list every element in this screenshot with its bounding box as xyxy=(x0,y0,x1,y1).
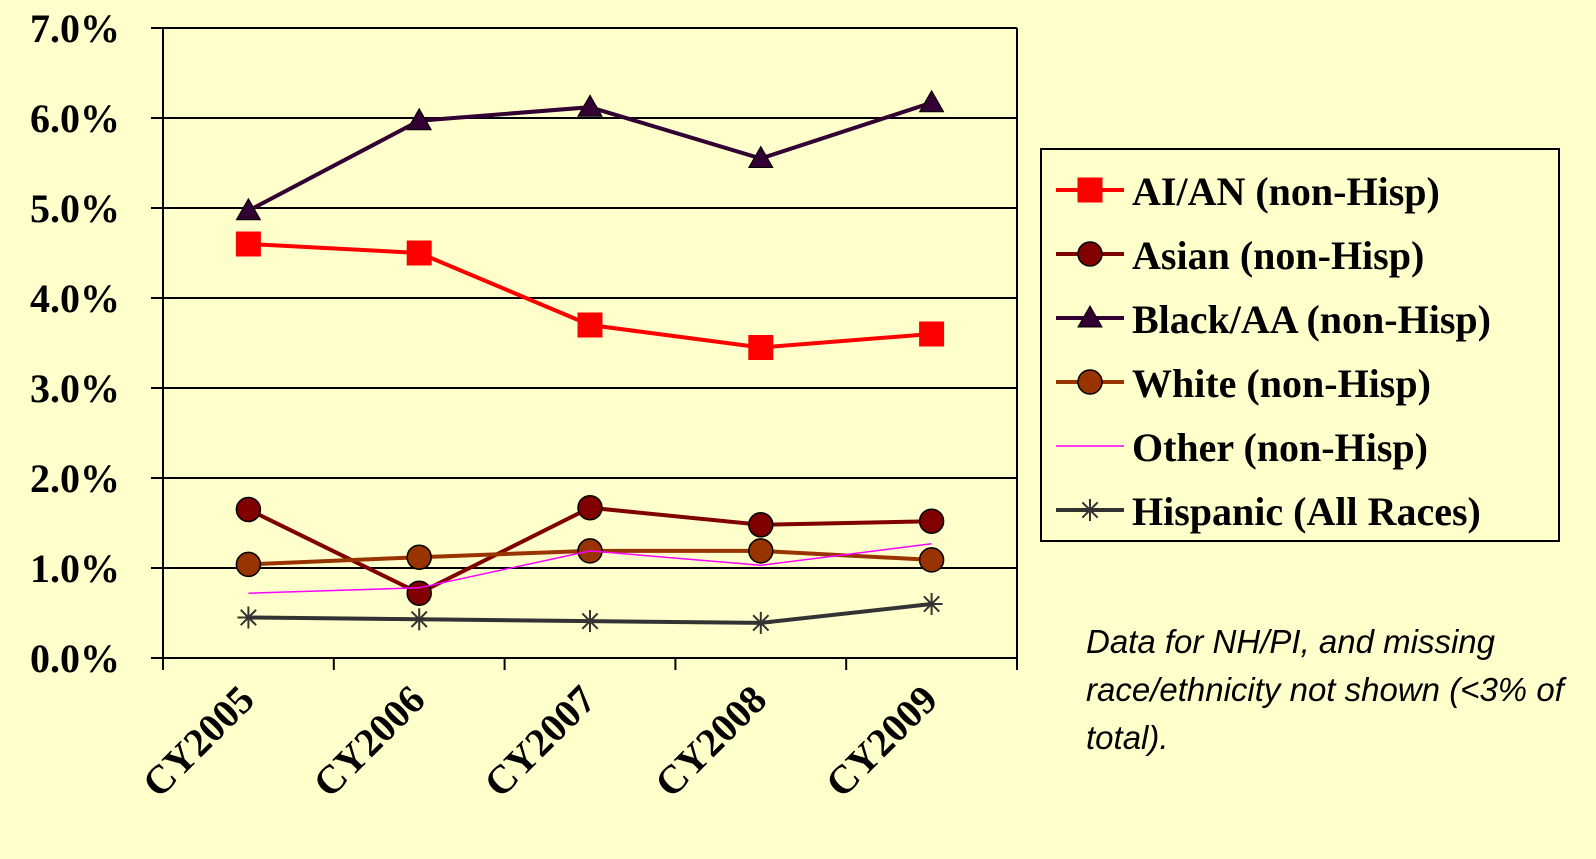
series-line xyxy=(248,542,932,594)
data-point xyxy=(919,321,945,347)
axes xyxy=(151,27,1018,670)
data-point xyxy=(235,197,262,221)
data-point xyxy=(748,335,774,360)
legend-label: Asian (non-Hisp) xyxy=(1132,233,1425,278)
series-lines xyxy=(235,89,945,634)
series-0 xyxy=(235,231,945,360)
series-2 xyxy=(235,89,945,221)
legend-item: Asian (non-Hisp) xyxy=(1042,222,1558,288)
y-tick-label: 1.0% xyxy=(30,546,120,591)
y-tick-label: 5.0% xyxy=(30,186,120,231)
gridlines xyxy=(163,27,1017,569)
legend-marker xyxy=(1056,241,1124,267)
x-tick-label: CY2006 xyxy=(304,677,433,806)
legend-item: White (non-Hisp) xyxy=(1042,350,1558,416)
data-point xyxy=(235,496,262,523)
footnote: Data for NH/PI, and missing race/ethnici… xyxy=(1086,623,1564,756)
data-point xyxy=(408,608,431,631)
data-point xyxy=(749,611,772,634)
legend-label: Black/AA (non-Hisp) xyxy=(1132,297,1491,342)
legend-marker xyxy=(1056,177,1124,203)
y-tick-label: 4.0% xyxy=(30,276,120,321)
data-point xyxy=(920,593,943,615)
data-point xyxy=(748,538,774,564)
data-point xyxy=(579,610,601,633)
data-point xyxy=(1077,369,1103,395)
legend-label: AI/AN (non-Hisp) xyxy=(1132,169,1440,214)
series-1 xyxy=(235,494,945,606)
legend-label: Other (non-Hisp) xyxy=(1132,425,1428,470)
legend-item: Other (non-Hisp) xyxy=(1042,414,1558,480)
x-tick-label: CY2007 xyxy=(475,677,604,806)
legend-label: White (non-Hisp) xyxy=(1132,361,1431,406)
data-point xyxy=(1077,177,1103,203)
legend-marker xyxy=(1056,499,1124,521)
legend-item: AI/AN (non-Hisp) xyxy=(1042,158,1558,224)
legend-item: Black/AA (non-Hisp) xyxy=(1042,286,1558,352)
y-tick-label: 3.0% xyxy=(30,366,120,411)
data-point xyxy=(918,89,945,113)
data-point xyxy=(577,94,603,117)
data-point xyxy=(577,494,603,521)
y-tick-label: 6.0% xyxy=(30,96,120,141)
data-point xyxy=(406,580,432,606)
data-point xyxy=(235,551,262,578)
data-point xyxy=(918,547,945,573)
data-point xyxy=(406,544,432,570)
data-point xyxy=(748,512,774,538)
series-4 xyxy=(248,542,932,594)
legend-item: Hispanic (All Races) xyxy=(1042,478,1558,544)
legend-marker xyxy=(1056,304,1124,328)
y-tick-label: 2.0% xyxy=(30,456,120,501)
series-5 xyxy=(237,593,943,634)
data-point xyxy=(237,606,260,629)
x-tick-label: CY2005 xyxy=(134,677,263,806)
y-tick-label: 0.0% xyxy=(30,636,120,681)
data-point xyxy=(1079,499,1101,521)
data-point xyxy=(406,107,433,131)
x-tick-label: CY2009 xyxy=(817,677,946,806)
data-point xyxy=(747,145,774,168)
legend-marker xyxy=(1056,445,1124,447)
data-point xyxy=(1077,304,1103,328)
data-point xyxy=(406,240,432,266)
x-tick-label: CY2008 xyxy=(646,677,775,806)
data-point xyxy=(1077,241,1103,267)
legend: AI/AN (non-Hisp) Asian (non-Hisp) Black/AA… xyxy=(1040,148,1560,542)
legend-marker xyxy=(1056,369,1124,395)
data-point xyxy=(235,231,261,257)
data-point xyxy=(918,508,945,534)
y-tick-label: 7.0% xyxy=(30,6,120,51)
data-point xyxy=(577,312,603,338)
tick-labels: 0.0% 1.0% 2.0% 3.0% 4.0% 5.0% 6.0% 7.0% CY2005 CY… xyxy=(30,6,946,806)
legend-label: Hispanic (All Races) xyxy=(1132,489,1481,534)
